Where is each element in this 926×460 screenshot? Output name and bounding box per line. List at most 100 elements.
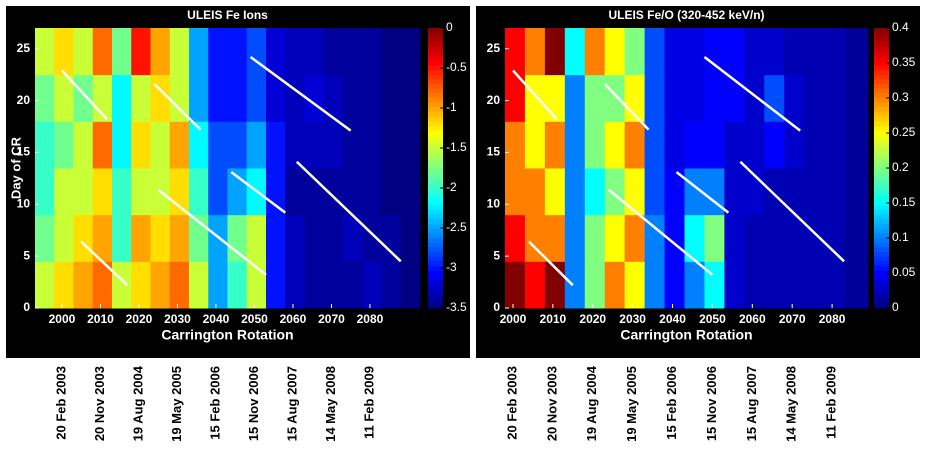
- colorbar-swatch: [428, 84, 443, 90]
- x-axis-label: Carrington Rotation: [161, 327, 293, 343]
- colorbar-swatch: [874, 247, 889, 253]
- colorbar-swatch: [428, 46, 443, 52]
- heat-cell: [524, 214, 546, 262]
- heat-cell: [704, 214, 725, 262]
- colorbar-swatch: [428, 261, 443, 267]
- heat-cell: [189, 121, 209, 169]
- heat-cell: [227, 28, 248, 76]
- heat-cell: [362, 121, 382, 169]
- heat-cell: [804, 168, 825, 216]
- date-label: 15 Feb 2006: [664, 366, 679, 440]
- heat-cell: [343, 214, 363, 262]
- heat-cell: [208, 121, 228, 169]
- colorbar-swatch: [874, 121, 889, 127]
- heat-cell: [764, 168, 785, 216]
- heat-cell: [35, 261, 55, 309]
- colorbar-tick-label: 0.4: [892, 20, 909, 34]
- overlay-line: [739, 160, 845, 263]
- y-tick-label: 10: [17, 196, 31, 210]
- colorbar-swatch: [428, 242, 443, 248]
- colorbar-swatch: [428, 266, 443, 272]
- heat-cell: [131, 214, 151, 262]
- colorbar-swatch: [874, 116, 889, 122]
- colorbar-swatch: [428, 88, 443, 94]
- heat-cell: [604, 214, 626, 262]
- date-label: 19 May 2005: [169, 366, 184, 442]
- overlay-line: [295, 160, 402, 263]
- heat-cell: [54, 121, 74, 169]
- overlay-line: [249, 56, 352, 132]
- date-label: 20 Feb 2003: [53, 366, 68, 440]
- colorbar-swatch: [874, 242, 889, 248]
- colorbar-swatch: [874, 256, 889, 262]
- heat-cell: [73, 28, 94, 76]
- heat-cell: [824, 214, 845, 262]
- heat-cell: [584, 121, 606, 169]
- heat-cell: [844, 168, 869, 216]
- heat-cell: [92, 261, 113, 309]
- heat-cell: [704, 28, 725, 76]
- date-label: 15 Feb 2006: [207, 366, 222, 440]
- colorbar-swatch: [428, 294, 443, 300]
- heat-cell: [400, 28, 421, 76]
- heat-cell: [112, 214, 132, 262]
- colorbar-swatch: [428, 144, 443, 150]
- colorbar-swatch: [874, 266, 889, 272]
- heat-cell: [304, 168, 325, 216]
- colorbar-swatch: [874, 238, 889, 244]
- heat-cell: [150, 214, 171, 262]
- heat-cell: [285, 261, 305, 309]
- heat-cell: [505, 74, 526, 122]
- heat-cell: [544, 28, 566, 76]
- heat-cell: [744, 74, 765, 122]
- x-tick-label: 2060: [739, 312, 766, 326]
- colorbar-swatch: [874, 154, 889, 160]
- colorbar-swatch: [874, 56, 889, 62]
- heat-cell: [784, 121, 805, 169]
- heat-cell: [844, 214, 869, 262]
- colorbar-swatch: [874, 135, 889, 141]
- heat-cell: [35, 121, 55, 169]
- colorbar-swatch: [874, 214, 889, 220]
- colorbar-swatch: [428, 56, 443, 62]
- heat-cell: [304, 28, 325, 76]
- heat-cell: [189, 28, 209, 76]
- heat-cell: [189, 168, 209, 216]
- heat-cell: [584, 168, 606, 216]
- y-tick-label: 25: [487, 41, 501, 55]
- heat-cell: [624, 168, 646, 216]
- heat-cell: [704, 121, 725, 169]
- x-tick-label: 2000: [500, 312, 527, 326]
- heat-cell: [584, 261, 606, 309]
- colorbar-swatch: [428, 205, 443, 211]
- heat-cell: [505, 121, 526, 169]
- heat-cell: [624, 214, 646, 262]
- colorbar-swatch: [428, 247, 443, 253]
- colorbar-swatch: [874, 60, 889, 66]
- heat-cell: [664, 261, 686, 309]
- x-tick-label: 2050: [699, 312, 726, 326]
- colorbar-swatch: [428, 37, 443, 43]
- colorbar-swatch: [428, 79, 443, 85]
- colorbar-swatch: [428, 102, 443, 108]
- colorbar-swatch: [874, 172, 889, 178]
- colorbar-swatch: [428, 42, 443, 48]
- heat-cell: [150, 261, 171, 309]
- heat-cell: [208, 168, 228, 216]
- heat-cell: [246, 214, 267, 262]
- heat-cell: [784, 74, 805, 122]
- colorbar-tick-label: 0.3: [892, 90, 909, 104]
- heat-cell: [246, 121, 267, 169]
- heat-cell: [208, 261, 228, 309]
- heat-cell: [246, 74, 267, 122]
- heat-cell: [266, 28, 286, 76]
- heat-cell: [844, 261, 869, 309]
- heat-cell: [73, 261, 94, 309]
- heat-cell: [544, 168, 566, 216]
- heat-cell: [704, 74, 725, 122]
- overlay-line: [230, 171, 287, 214]
- heat-cell: [764, 74, 785, 122]
- overlay-line: [607, 188, 714, 276]
- y-tick-label: 20: [17, 93, 31, 107]
